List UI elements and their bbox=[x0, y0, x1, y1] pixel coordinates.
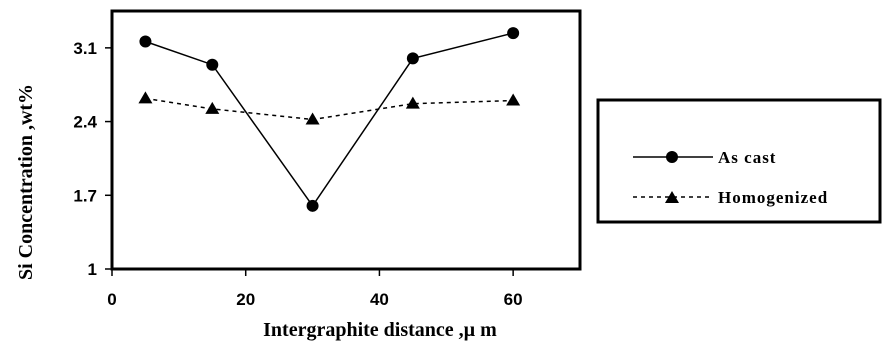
x-tick-label: 40 bbox=[370, 290, 389, 309]
y-tick-label: 1 bbox=[88, 260, 97, 279]
data-point-homogenized bbox=[138, 91, 153, 104]
x-axis-title: Intergraphite distance ,µ m bbox=[263, 319, 497, 341]
y-axis-title: Si Concentration ,wt% bbox=[15, 84, 37, 280]
legend-box bbox=[596, 98, 882, 224]
data-point-homogenized bbox=[305, 112, 320, 125]
data-point-homogenized bbox=[405, 96, 420, 109]
x-axis-ticks: 0 20 40 60 bbox=[107, 269, 523, 309]
data-point-as-cast bbox=[206, 58, 219, 71]
data-point-as-cast bbox=[406, 52, 419, 65]
legend: As cast Homogenized bbox=[596, 98, 882, 224]
legend-label-homogenized: Homogenized bbox=[718, 188, 828, 207]
data-point-homogenized bbox=[506, 93, 521, 106]
x-tick-label: 20 bbox=[236, 290, 255, 309]
x-tick-label: 60 bbox=[504, 290, 523, 309]
y-tick-label: 2.4 bbox=[73, 113, 97, 132]
series-line-homogenized bbox=[145, 97, 514, 121]
y-axis-ticks: 1 1.7 2.4 3.1 bbox=[73, 39, 112, 279]
x-tick-label: 0 bbox=[107, 290, 116, 309]
data-point-as-cast bbox=[507, 27, 520, 40]
data-point-as-cast bbox=[139, 35, 152, 48]
series-layer bbox=[138, 27, 521, 212]
y-tick-label: 3.1 bbox=[73, 39, 97, 58]
y-tick-label: 1.7 bbox=[73, 186, 97, 205]
legend-marker-as-cast bbox=[666, 151, 678, 163]
data-point-as-cast bbox=[306, 199, 319, 212]
data-point-homogenized bbox=[205, 101, 220, 114]
plot-area bbox=[110, 9, 582, 271]
series-line-as-cast bbox=[145, 32, 514, 208]
legend-marker-homogenized bbox=[665, 191, 679, 203]
legend-label-as-cast: As cast bbox=[718, 148, 776, 167]
